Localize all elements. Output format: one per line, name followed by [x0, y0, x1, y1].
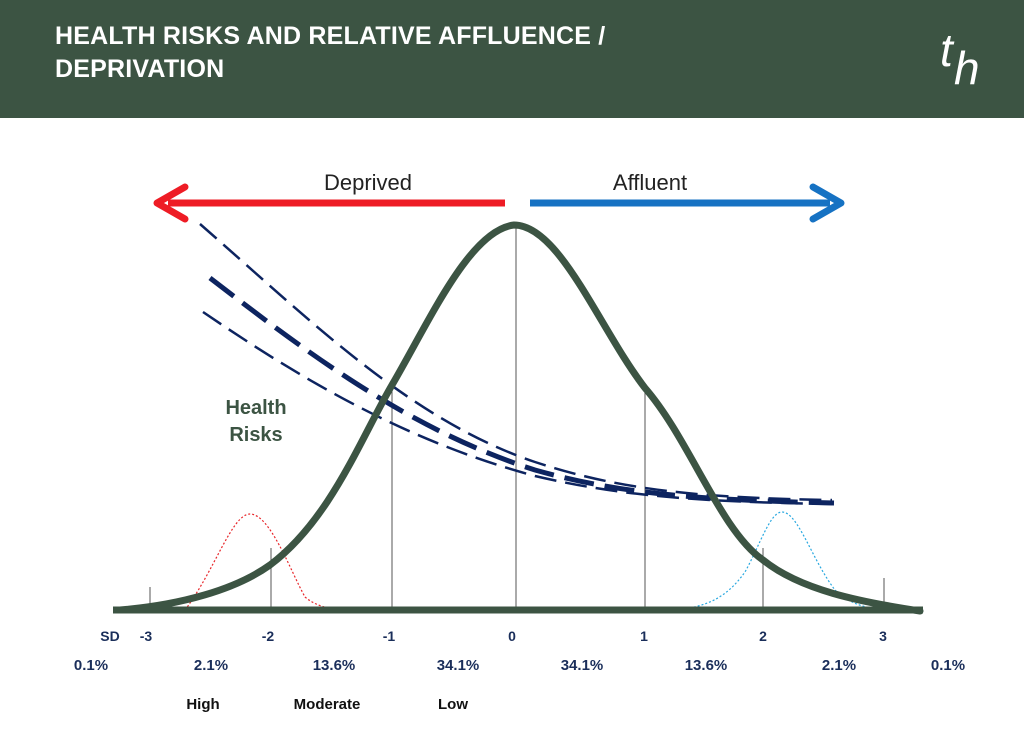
sd-tick: 1	[640, 628, 648, 644]
risk-level-high: High	[186, 696, 219, 713]
sd-tick: -2	[262, 628, 275, 644]
percentage-label: 13.6%	[313, 657, 356, 674]
bell-curve-diagram: Deprived Affluent Health Risks SD -3 -2 …	[74, 170, 965, 713]
percentage-label: 2.1%	[822, 657, 856, 674]
percentage-label: 0.1%	[74, 657, 108, 674]
sd-gridlines	[149, 226, 885, 610]
sd-label: SD	[100, 628, 119, 644]
risk-level-low: Low	[438, 696, 468, 713]
deprived-arrow	[153, 183, 505, 223]
header-bar: HEALTH RISKS AND RELATIVE AFFLUENCE / DE…	[0, 0, 1024, 118]
affluent-arrow	[530, 183, 845, 223]
title-line-1: HEALTH RISKS AND RELATIVE AFFLUENCE /	[55, 22, 606, 50]
deprived-label: Deprived	[324, 170, 412, 195]
bell-curve	[116, 221, 924, 615]
sd-tick: -3	[140, 628, 153, 644]
th-logo-icon: t h	[940, 24, 980, 92]
sd-tick: 3	[879, 628, 887, 644]
percentage-label: 34.1%	[561, 657, 604, 674]
health-risks-label-line2: Risks	[229, 424, 282, 446]
page-title: HEALTH RISKS AND RELATIVE AFFLUENCE / DE…	[55, 20, 755, 86]
svg-text:h: h	[954, 42, 980, 92]
risk-main-line	[208, 276, 835, 506]
svg-text:t: t	[940, 24, 955, 76]
left-tail-curve	[184, 513, 356, 613]
risk-level-moderate: Moderate	[294, 696, 361, 713]
risk-lower-line	[202, 310, 833, 506]
percentage-label: 2.1%	[194, 657, 228, 674]
percentage-label: 34.1%	[437, 657, 480, 674]
sd-tick: -1	[383, 628, 396, 644]
right-tail-curve	[677, 511, 891, 612]
health-risks-label: Health	[225, 397, 286, 419]
affluent-label: Affluent	[613, 170, 687, 195]
title-line-2: DEPRIVATION	[55, 55, 225, 83]
sd-tick: 2	[759, 628, 767, 644]
sd-tick: 0	[508, 628, 516, 644]
percentage-label: 13.6%	[685, 657, 728, 674]
percentage-label: 0.1%	[931, 657, 965, 674]
